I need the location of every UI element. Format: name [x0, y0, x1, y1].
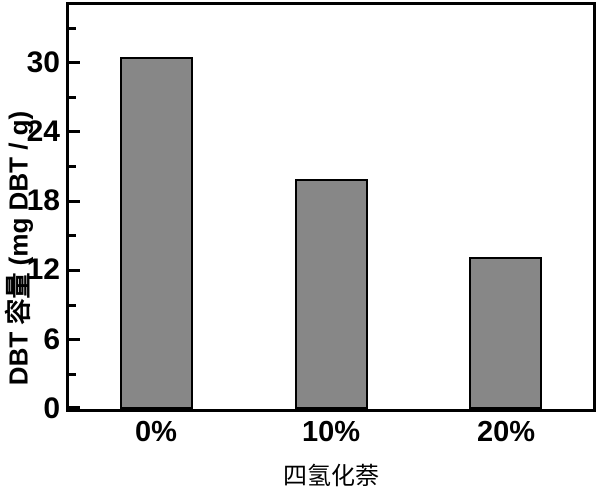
x-category-label: 10%	[301, 416, 361, 448]
y-tick-label: 30	[26, 46, 60, 79]
y-axis-minor-tick	[69, 304, 76, 307]
y-axis-minor-tick	[69, 373, 76, 376]
y-axis-minor-tick	[69, 234, 76, 237]
bar	[295, 179, 368, 409]
y-axis-minor-tick	[69, 27, 76, 30]
y-axis-major-tick	[69, 200, 80, 203]
y-axis-major-tick	[69, 269, 80, 272]
y-axis-major-tick	[69, 406, 80, 409]
y-axis-minor-tick	[69, 96, 76, 99]
y-tick-label: 18	[26, 184, 60, 217]
y-tick-label: 24	[26, 115, 60, 148]
y-axis-minor-tick	[69, 165, 76, 168]
y-tick-label: 6	[43, 323, 60, 356]
x-category-label: 0%	[135, 416, 177, 448]
y-axis-major-tick	[69, 61, 80, 64]
y-tick-label: 12	[26, 253, 60, 286]
bar	[469, 257, 542, 409]
x-axis-title: 四氢化萘	[283, 463, 379, 490]
bar	[120, 57, 193, 409]
y-axis-major-tick	[69, 338, 80, 341]
y-tick-label: 0	[43, 392, 60, 425]
y-axis-major-tick	[69, 130, 80, 133]
plot-area	[66, 2, 596, 412]
x-category-label: 20%	[476, 416, 536, 448]
